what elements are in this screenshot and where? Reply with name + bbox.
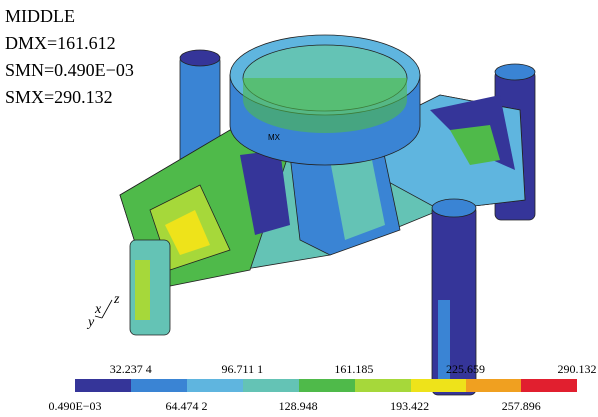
legend-label: 225.659 <box>446 362 485 376</box>
legend-label: 96.711 1 <box>222 362 264 376</box>
info-smn: SMN=0.490E−03 <box>5 60 134 80</box>
screenshot: MX x y z MIDDLE DMX=161.612 SMN=0.490E−0… <box>0 0 598 417</box>
legend-label: 0.490E−03 <box>48 399 101 413</box>
model <box>120 35 535 395</box>
legend-label: 32.237 4 <box>110 362 152 376</box>
legend-label: 64.474 2 <box>166 399 208 413</box>
axis-triad: x y z <box>86 292 120 330</box>
legend-label: 290.132 <box>558 362 597 376</box>
colorbar <box>75 379 577 392</box>
info-dmx: DMX=161.612 <box>5 33 116 53</box>
triad-x: x <box>94 302 102 317</box>
legend-label: 193.422 <box>390 399 429 413</box>
info-title: MIDDLE <box>5 6 75 26</box>
legend-label: 161.185 <box>334 362 373 376</box>
triad-z: z <box>113 292 120 307</box>
info-smx: SMX=290.132 <box>5 87 113 107</box>
triad-y: y <box>86 315 95 330</box>
max-marker: MX <box>268 133 281 142</box>
legend-label: 257.896 <box>502 399 541 413</box>
legend-label: 128.948 <box>279 399 318 413</box>
